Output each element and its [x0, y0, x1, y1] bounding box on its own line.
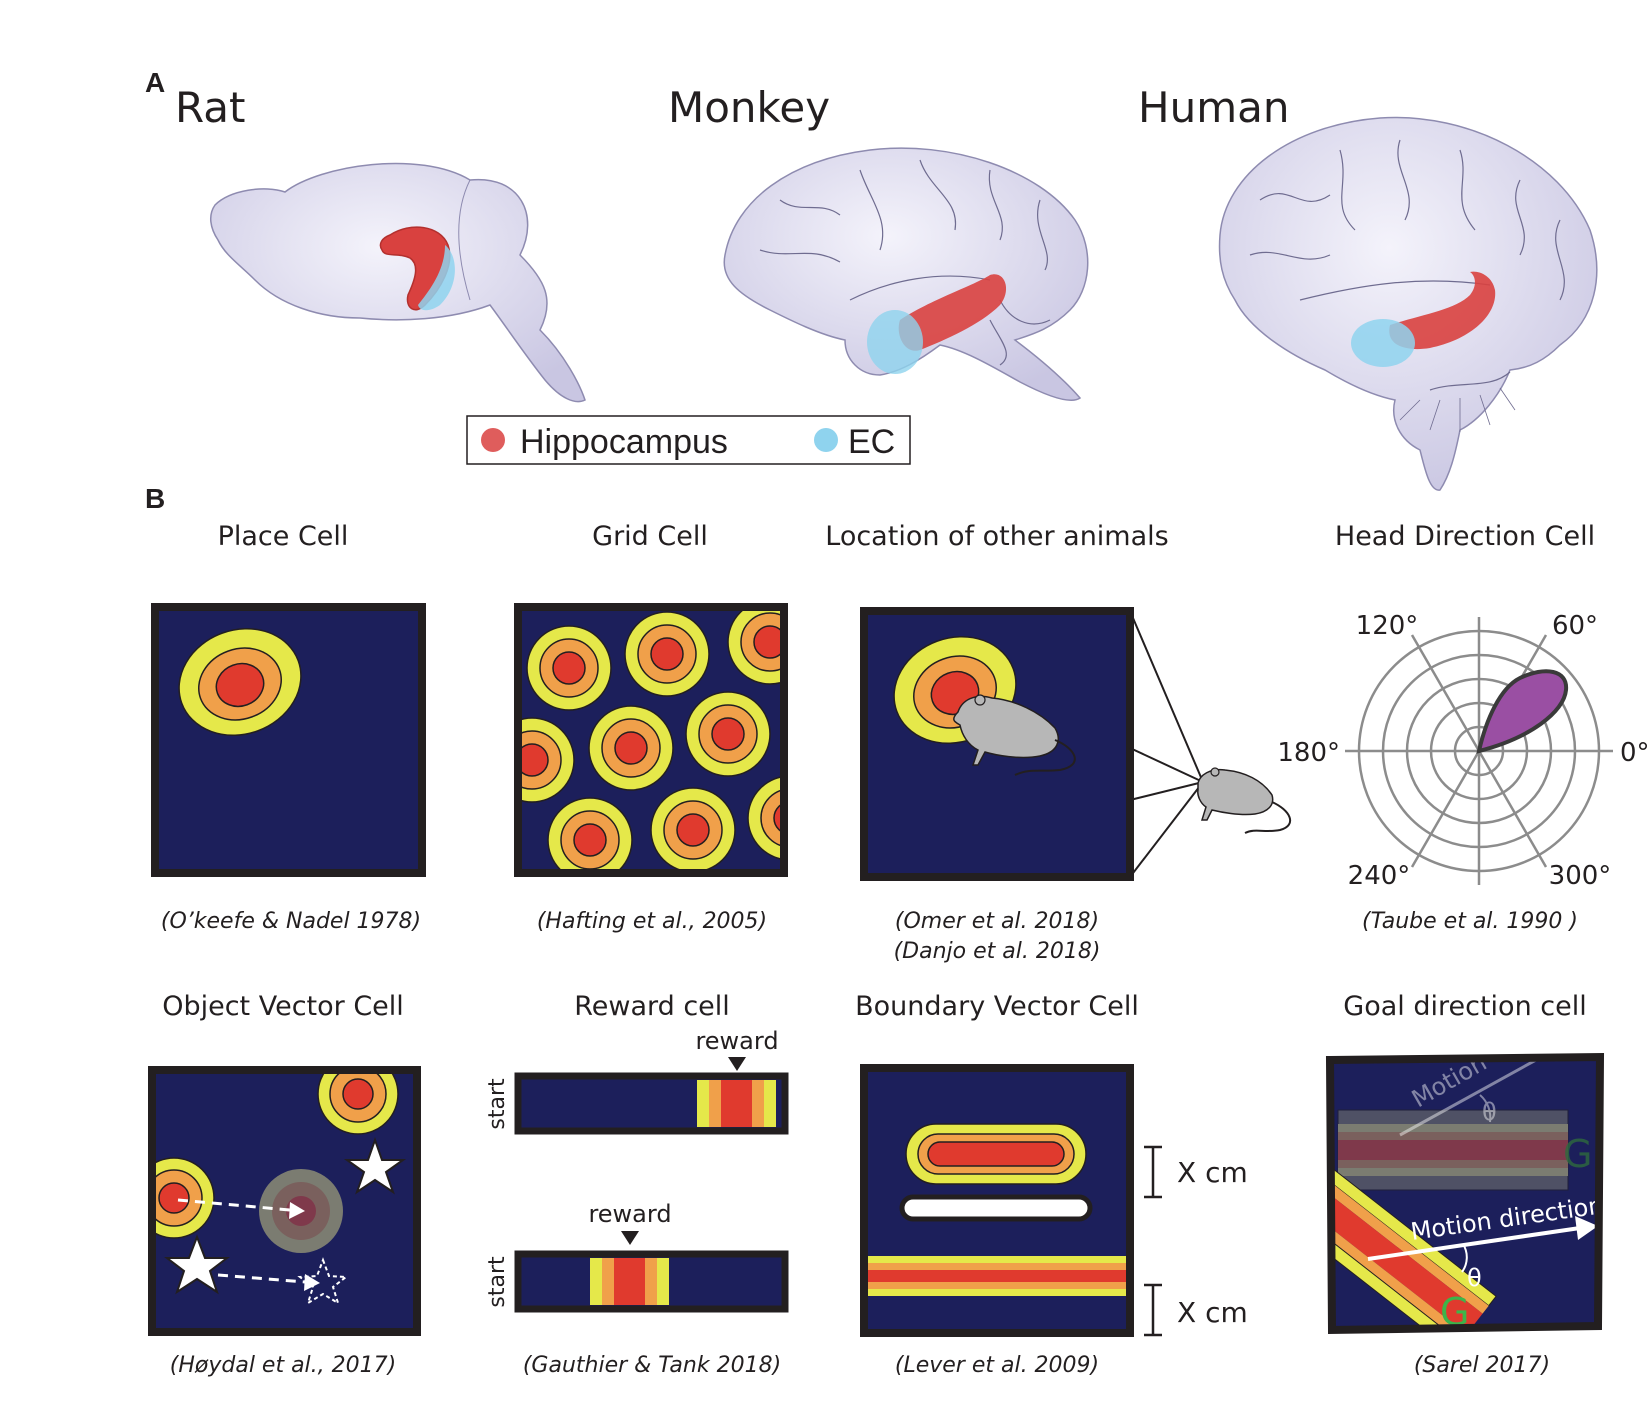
- head-direction-citation: (Taube et al. 1990 ): [1362, 909, 1578, 934]
- faded-goal-band: [1337, 1109, 1569, 1191]
- grid-field: [624, 611, 710, 697]
- reward-label-1: reward: [695, 1027, 778, 1055]
- star-icon: [164, 1234, 230, 1295]
- monkey-hippocampus: [867, 274, 1007, 374]
- grid-field: [526, 625, 612, 711]
- head-direction-polar-plot: 120° 60° 180° 0° 240° 300°: [1277, 611, 1648, 891]
- grid-field: [747, 776, 780, 860]
- angle-label-0: 0°: [1620, 738, 1648, 768]
- object-vector-citation: (Høydal et al., 2017): [170, 1353, 396, 1378]
- grid-field: [515, 717, 575, 803]
- boundary-vector-arena: X cm X cm: [860, 1064, 1248, 1337]
- hippocampus-legend-label: Hippocampus: [520, 423, 728, 461]
- grid-field: [547, 797, 633, 870]
- reward-track-2: reward start: [485, 1200, 789, 1313]
- reward-track-1: reward start: [485, 1027, 789, 1135]
- species-human-label: Human: [1138, 83, 1289, 132]
- place-cell-title: Place Cell: [218, 521, 349, 552]
- other-animals-arena: [860, 607, 1292, 881]
- goal-direction-citation: (Sarel 2017): [1414, 1353, 1550, 1378]
- goal-direction-title: Goal direction cell: [1343, 991, 1586, 1022]
- tuning-curve-lobe: [1476, 669, 1569, 754]
- other-animals-citation-1: (Omer et al. 2018): [895, 909, 1099, 934]
- human-brain-illustration: [1218, 116, 1598, 491]
- grid-cell-arena: [514, 603, 788, 877]
- grid-field: [685, 691, 771, 777]
- panel-b-letter: B: [145, 483, 165, 514]
- faded-goal-marker: G: [1563, 1132, 1592, 1176]
- other-animals-title: Location of other animals: [825, 521, 1168, 552]
- object-vector-field: [317, 1070, 399, 1135]
- angle-label-180: 180°: [1277, 738, 1340, 768]
- view-cone-lines: [1129, 610, 1204, 878]
- reward-label-2: reward: [588, 1200, 671, 1228]
- ec-legend-label: EC: [848, 423, 895, 461]
- angle-label-240: 240°: [1348, 861, 1411, 891]
- reward-cell-citation: (Gauthier & Tank 2018): [523, 1353, 781, 1378]
- hippocampus-legend-swatch: [481, 428, 505, 452]
- species-rat-label: Rat: [175, 83, 245, 132]
- barrier: [899, 1194, 1093, 1222]
- rat-hippocampus: [379, 226, 455, 311]
- angle-label-60: 60°: [1552, 611, 1598, 641]
- brain-legend: Hippocampus EC: [466, 415, 911, 465]
- rat-brain-illustration: [210, 162, 586, 403]
- place-cell-arena: [151, 603, 426, 877]
- grid-field: [650, 787, 736, 870]
- monkey-brain-illustration: [723, 147, 1089, 402]
- boundary-vector-citation: (Lever et al. 2009): [895, 1353, 1099, 1378]
- angle-label-300: 300°: [1549, 861, 1612, 891]
- object-vector-arena: [148, 1066, 421, 1336]
- species-monkey-label: Monkey: [668, 83, 830, 132]
- grid-fields: [515, 605, 780, 870]
- ec-legend-swatch: [814, 428, 838, 452]
- start-label-1: start: [485, 1078, 510, 1130]
- object-vector-title: Object Vector Cell: [162, 991, 404, 1022]
- faded-theta-label: θ: [1482, 1098, 1497, 1126]
- grid-cell-title: Grid Cell: [592, 521, 708, 552]
- grid-cell-citation: (Hafting et al., 2005): [537, 909, 767, 934]
- theta-label: θ: [1467, 1264, 1482, 1292]
- grid-field: [727, 605, 780, 685]
- grid-field: [588, 705, 674, 791]
- other-animals-citation-2: (Danjo et al. 2018): [894, 939, 1101, 964]
- distance-bracket: [1144, 1145, 1162, 1337]
- head-direction-title: Head Direction Cell: [1335, 521, 1595, 552]
- start-label-2: start: [485, 1256, 510, 1308]
- vector-arrows: [177, 1198, 306, 1284]
- observed-rat-icon: [953, 694, 1076, 776]
- goal-direction-arena: Motion θ G Motion direction θ G: [1325, 1048, 1605, 1335]
- reward-marker-2: [621, 1231, 639, 1245]
- distance-label-1: X cm: [1177, 1156, 1248, 1189]
- place-cell-citation: (O’keefe & Nadel 1978): [161, 909, 421, 934]
- observer-rat-icon: [1197, 767, 1292, 834]
- distance-label-2: X cm: [1177, 1296, 1248, 1329]
- angle-label-120: 120°: [1356, 611, 1419, 641]
- reward-cell-title: Reward cell: [574, 991, 730, 1022]
- reward-marker-1: [728, 1057, 746, 1071]
- panel-a-letter: A: [145, 67, 165, 98]
- boundary-vector-title: Boundary Vector Cell: [855, 991, 1139, 1022]
- motion-direction-arrow: [1367, 1216, 1598, 1273]
- object-vector-field: [152, 1157, 215, 1239]
- human-hippocampus: [1351, 271, 1496, 367]
- star-icon: [343, 1136, 407, 1195]
